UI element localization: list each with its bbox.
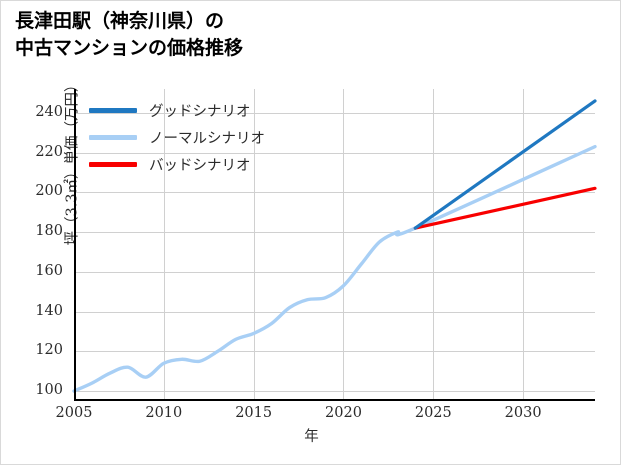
legend-item-1[interactable]: ノーマルシナリオ: [89, 124, 319, 151]
gridline-x-2025: [433, 89, 435, 401]
x-tick-label-2005: 2005: [55, 405, 93, 421]
gridline-y-160: [74, 271, 595, 273]
gridline-y-220: [74, 152, 595, 154]
x-tick-label-2015: 2015: [235, 405, 273, 421]
y-tick-label-180: 180: [35, 223, 63, 240]
legend-swatch-icon: [89, 108, 137, 113]
series-line-normal: [72, 144, 597, 393]
gridline-y-200: [74, 192, 595, 194]
y-tick-label-220: 220: [35, 143, 63, 160]
y-tick-label-140: 140: [35, 302, 63, 319]
y-tick-label-120: 120: [35, 342, 63, 359]
gridline-y-100: [74, 391, 595, 393]
series-lines: [72, 99, 597, 393]
gridline-x-2015: [253, 89, 255, 401]
gridline-y-120: [74, 351, 595, 353]
legend-swatch-icon: [89, 135, 137, 140]
chart-legend: グッドシナリオ ノーマルシナリオ バッドシナリオ: [89, 97, 319, 178]
gridline-y-240: [74, 112, 595, 114]
x-tick-label-2020: 2020: [325, 405, 362, 421]
gridline-y-140: [74, 311, 595, 313]
x-tick-label-2030: 2030: [504, 405, 542, 421]
legend-label: バッドシナリオ: [149, 158, 251, 174]
x-tick-label-2010: 2010: [145, 405, 183, 421]
legend-swatch-icon: [89, 162, 137, 167]
y-tick-label-200: 200: [35, 183, 63, 200]
gridline-x-2020: [343, 89, 345, 401]
gridline-y-180: [74, 232, 595, 234]
plot-frame: [74, 89, 595, 401]
legend-label: ノーマルシナリオ: [149, 131, 265, 147]
y-tick-label-240: 240: [35, 103, 63, 120]
gridline-x-2010: [163, 89, 165, 401]
x-tick-label-2025: 2025: [414, 405, 452, 421]
gridline-x-2030: [523, 89, 525, 401]
legend-label: グッドシナリオ: [149, 104, 251, 120]
legend-item-0[interactable]: グッドシナリオ: [89, 97, 319, 124]
series-line-bad: [413, 186, 597, 230]
y-tick-label-160: 160: [35, 262, 63, 279]
y-tick-label-100: 100: [35, 382, 63, 399]
x-axis-title: 年: [304, 429, 319, 445]
series-line-good: [413, 99, 597, 230]
page-title: 長津田駅（神奈川県）の 中古マンションの価格推移: [15, 11, 244, 59]
legend-item-2[interactable]: バッドシナリオ: [89, 151, 319, 178]
plot-area: [72, 89, 597, 401]
